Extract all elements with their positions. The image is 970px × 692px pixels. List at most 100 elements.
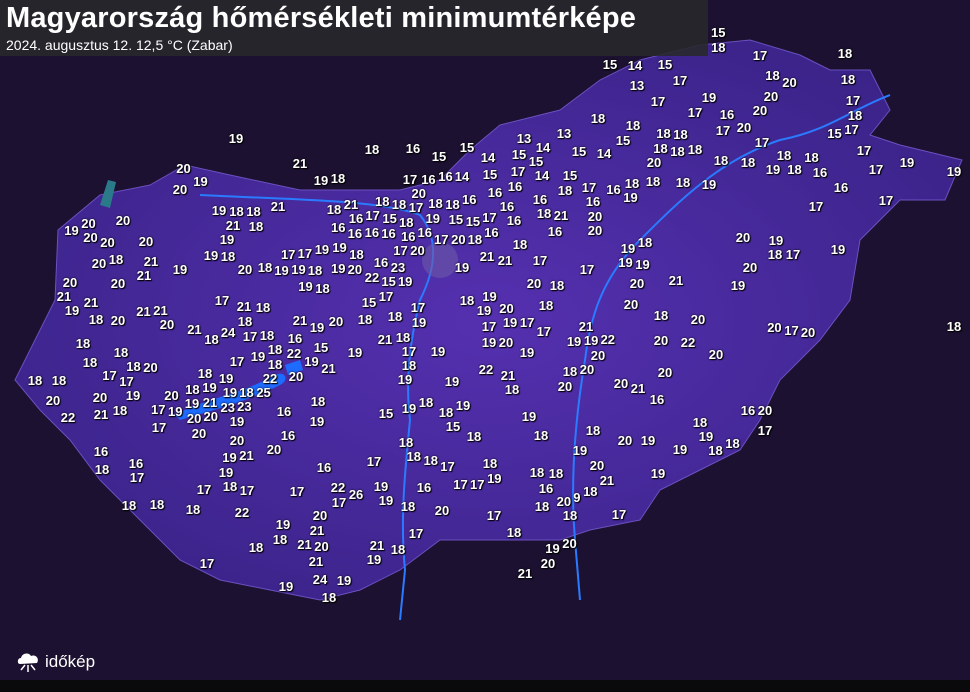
station-temperature-label: 19 xyxy=(430,344,446,359)
station-temperature-label: 17 xyxy=(119,373,134,389)
station-temperature-label: 25 xyxy=(256,385,271,401)
station-temperature-label: 13 xyxy=(629,78,645,93)
station-temperature-label: 21 xyxy=(321,361,336,376)
station-temperature-label: 15 xyxy=(361,295,377,310)
danube-river xyxy=(199,194,435,621)
station-temperature-label: 19 xyxy=(768,233,784,248)
station-temperature-label: 16 xyxy=(373,255,389,271)
station-temperature-label: 17 xyxy=(365,208,380,224)
station-temperature-label: 18 xyxy=(656,126,671,142)
station-temperature-label: 19 xyxy=(401,401,417,416)
station-temperature-label: 19 xyxy=(487,470,502,486)
station-temperature-label: 19 xyxy=(650,466,666,481)
station-temperature-label: 20 xyxy=(782,75,797,90)
station-temperature-label: 15 xyxy=(711,25,726,40)
station-temperature-label: 17 xyxy=(229,354,245,369)
station-temperature-label: 18 xyxy=(248,218,264,234)
station-temperature-label: 17 xyxy=(844,122,859,138)
station-temperature-label: 20 xyxy=(81,215,96,231)
station-temperature-label: 17 xyxy=(611,507,627,522)
station-temperature-label: 20 xyxy=(45,393,61,408)
station-temperature-label: 20 xyxy=(110,313,126,328)
station-temperature-label: 20 xyxy=(314,539,329,555)
station-temperature-label: 20 xyxy=(237,262,253,277)
station-temperature-label: 16 xyxy=(461,192,477,207)
station-temperature-label: 21 xyxy=(479,249,495,264)
station-temperature-label: 21 xyxy=(136,268,152,284)
station-temperature-label: 21 xyxy=(553,208,569,223)
cloud-sun-icon xyxy=(17,653,38,672)
station-temperature-label: 18 xyxy=(399,214,414,230)
station-temperature-label: 19 xyxy=(618,255,633,271)
station-temperature-label: 17 xyxy=(808,199,824,214)
station-temperature-label: 20 xyxy=(579,362,595,378)
station-temperature-label: 15 xyxy=(482,167,498,182)
station-temperature-label: 18 xyxy=(121,498,137,513)
station-temperature-label: 18 xyxy=(529,465,545,481)
station-temperature-label: 22 xyxy=(680,335,696,350)
station-temperature-label: 17 xyxy=(856,143,872,158)
station-temperature-label: 18 xyxy=(445,197,460,212)
station-temperature-label: 21 xyxy=(308,553,324,569)
station-temperature-label: 13 xyxy=(516,131,532,146)
station-temperature-label: 18 xyxy=(395,329,411,345)
station-temperature-label: 15 xyxy=(562,168,578,184)
station-temperature-label: 20 xyxy=(159,317,175,333)
station-temperature-label: 20 xyxy=(288,369,304,384)
station-temperature-label: 19 xyxy=(309,414,325,429)
station-temperature-label: 19 xyxy=(331,261,346,277)
station-temperature-label: 20 xyxy=(629,276,645,291)
station-temperature-label: 18 xyxy=(675,175,691,190)
station-temperature-label: 19 xyxy=(454,260,470,275)
station-temperature-label: 21 xyxy=(56,289,72,305)
station-temperature-label: 16 xyxy=(381,225,396,241)
station-temperature-label: 21 xyxy=(578,319,594,335)
station-temperature-label: 19 xyxy=(304,354,319,369)
station-temperature-label: 18 xyxy=(108,252,124,267)
station-temperature-label: 19 xyxy=(397,372,413,388)
station-temperature-label: 20 xyxy=(690,312,706,327)
station-temperature-label: 15 xyxy=(571,144,587,159)
station-temperature-label: 19 xyxy=(219,232,235,248)
station-temperature-label: 15 xyxy=(378,406,394,421)
station-temperature-label: 19 xyxy=(229,413,245,429)
station-temperature-label: 18 xyxy=(787,162,802,177)
station-temperature-label: 18 xyxy=(246,204,261,220)
station-temperature-label: 17 xyxy=(151,420,167,435)
station-temperature-label: 20 xyxy=(800,325,816,340)
station-temperature-label: 16 xyxy=(276,404,292,419)
station-temperature-label: 13 xyxy=(556,126,572,141)
station-temperature-label: 15 xyxy=(445,419,461,435)
station-temperature-label: 15 xyxy=(827,126,842,141)
station-temperature-label: 15 xyxy=(602,57,618,72)
station-temperature-label: 18 xyxy=(257,260,273,275)
station-temperature-label: 18 xyxy=(765,68,780,83)
station-temperature-label: 16 xyxy=(421,172,436,188)
station-temperature-label: 21 xyxy=(497,253,513,268)
station-temperature-label: 18 xyxy=(330,171,346,186)
station-temperature-label: 17 xyxy=(672,73,688,88)
station-temperature-label: 18 xyxy=(625,118,641,133)
station-temperature-label: 23 xyxy=(237,399,252,415)
station-temperature-label: 23 xyxy=(390,260,406,275)
station-temperature-label: 19 xyxy=(623,190,638,206)
station-temperature-label: 18 xyxy=(467,232,483,247)
station-temperature-label: 18 xyxy=(267,342,283,358)
station-temperature-label: 19 xyxy=(336,573,352,588)
station-temperature-label: 19 xyxy=(373,479,389,494)
station-temperature-label: 18 xyxy=(740,155,756,170)
station-temperature-label: 18 xyxy=(401,358,417,374)
station-temperature-label: 19 xyxy=(583,333,599,349)
station-temperature-label: 20 xyxy=(143,360,158,375)
station-temperature-label: 17 xyxy=(289,484,305,499)
station-temperature-label: 16 xyxy=(347,225,363,241)
station-temperature-label: 18 xyxy=(406,449,421,464)
station-temperature-label: 15 xyxy=(459,140,475,155)
station-temperature-label: 20 xyxy=(556,494,572,509)
station-temperature-label: 16 xyxy=(438,169,453,184)
station-temperature-label: 20 xyxy=(83,230,98,246)
station-temperature-label: 17 xyxy=(297,245,313,261)
station-temperature-label: 18 xyxy=(438,404,454,420)
station-temperature-label: 21 xyxy=(668,273,684,288)
station-temperature-label: 18 xyxy=(259,328,275,344)
